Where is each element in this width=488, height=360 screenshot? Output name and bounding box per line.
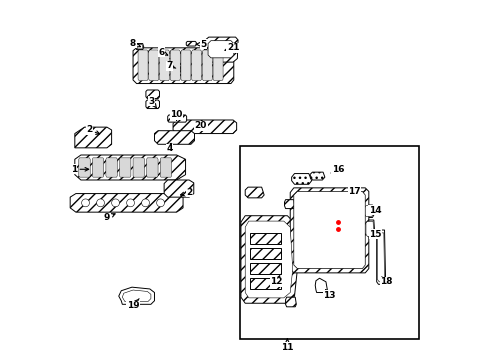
Polygon shape [135,44,143,50]
Polygon shape [364,206,372,216]
Polygon shape [181,50,190,81]
Text: 2: 2 [180,188,192,197]
Polygon shape [164,53,172,59]
Ellipse shape [97,199,104,207]
Polygon shape [377,233,384,282]
Polygon shape [75,155,185,180]
Bar [240,146,418,339]
Ellipse shape [142,199,149,207]
Text: 1: 1 [70,165,88,174]
Text: 21: 21 [224,43,239,52]
Ellipse shape [126,199,134,207]
Polygon shape [146,158,158,177]
Polygon shape [284,200,294,208]
Polygon shape [159,50,169,81]
Text: 18: 18 [380,277,392,286]
Polygon shape [334,192,346,199]
Polygon shape [291,174,311,184]
Text: 13: 13 [323,290,335,300]
Text: 5: 5 [196,40,206,49]
Polygon shape [244,221,292,298]
Polygon shape [365,221,373,237]
Text: 3: 3 [148,97,157,108]
Text: 11: 11 [281,339,293,352]
Polygon shape [173,120,236,134]
Text: 19: 19 [126,299,139,310]
Polygon shape [160,158,171,177]
Polygon shape [285,297,296,307]
Polygon shape [167,115,186,122]
Text: 10: 10 [170,111,183,120]
Text: 6: 6 [158,48,167,57]
Text: 17: 17 [347,187,360,196]
Polygon shape [136,44,142,49]
Polygon shape [133,48,233,84]
Polygon shape [122,290,151,301]
Polygon shape [75,127,111,148]
Ellipse shape [156,199,164,207]
Polygon shape [207,41,233,58]
Text: 9: 9 [103,213,115,222]
Polygon shape [145,100,159,109]
Polygon shape [164,180,193,197]
Text: 2: 2 [86,126,100,135]
Polygon shape [172,66,181,72]
Polygon shape [119,158,131,177]
Polygon shape [363,205,373,217]
Polygon shape [293,192,365,269]
Polygon shape [376,230,385,284]
Ellipse shape [81,199,89,207]
Polygon shape [309,172,324,180]
Polygon shape [204,37,238,62]
Polygon shape [92,158,103,177]
Polygon shape [106,158,117,177]
Text: 7: 7 [166,61,175,70]
Text: 4: 4 [166,143,172,153]
Bar [249,278,281,289]
Polygon shape [154,131,194,144]
Polygon shape [365,220,374,238]
Polygon shape [241,216,297,303]
Ellipse shape [111,199,119,207]
Text: 14: 14 [368,206,381,215]
Polygon shape [315,278,326,293]
Text: 20: 20 [194,121,207,130]
Polygon shape [202,50,212,81]
Polygon shape [145,90,159,99]
Bar [249,248,281,259]
Polygon shape [70,194,183,212]
Text: 8: 8 [130,39,140,48]
Polygon shape [133,158,144,177]
Polygon shape [170,50,180,81]
Text: 15: 15 [368,229,381,239]
Polygon shape [138,50,148,81]
Text: 16: 16 [330,165,344,174]
Polygon shape [213,50,223,81]
Polygon shape [119,287,154,304]
Polygon shape [148,50,159,81]
Polygon shape [244,187,264,198]
Polygon shape [79,158,90,177]
Text: 12: 12 [270,276,283,286]
Polygon shape [186,41,196,46]
Bar [249,263,281,274]
Polygon shape [191,50,201,81]
Bar [249,233,281,244]
Polygon shape [290,188,368,273]
